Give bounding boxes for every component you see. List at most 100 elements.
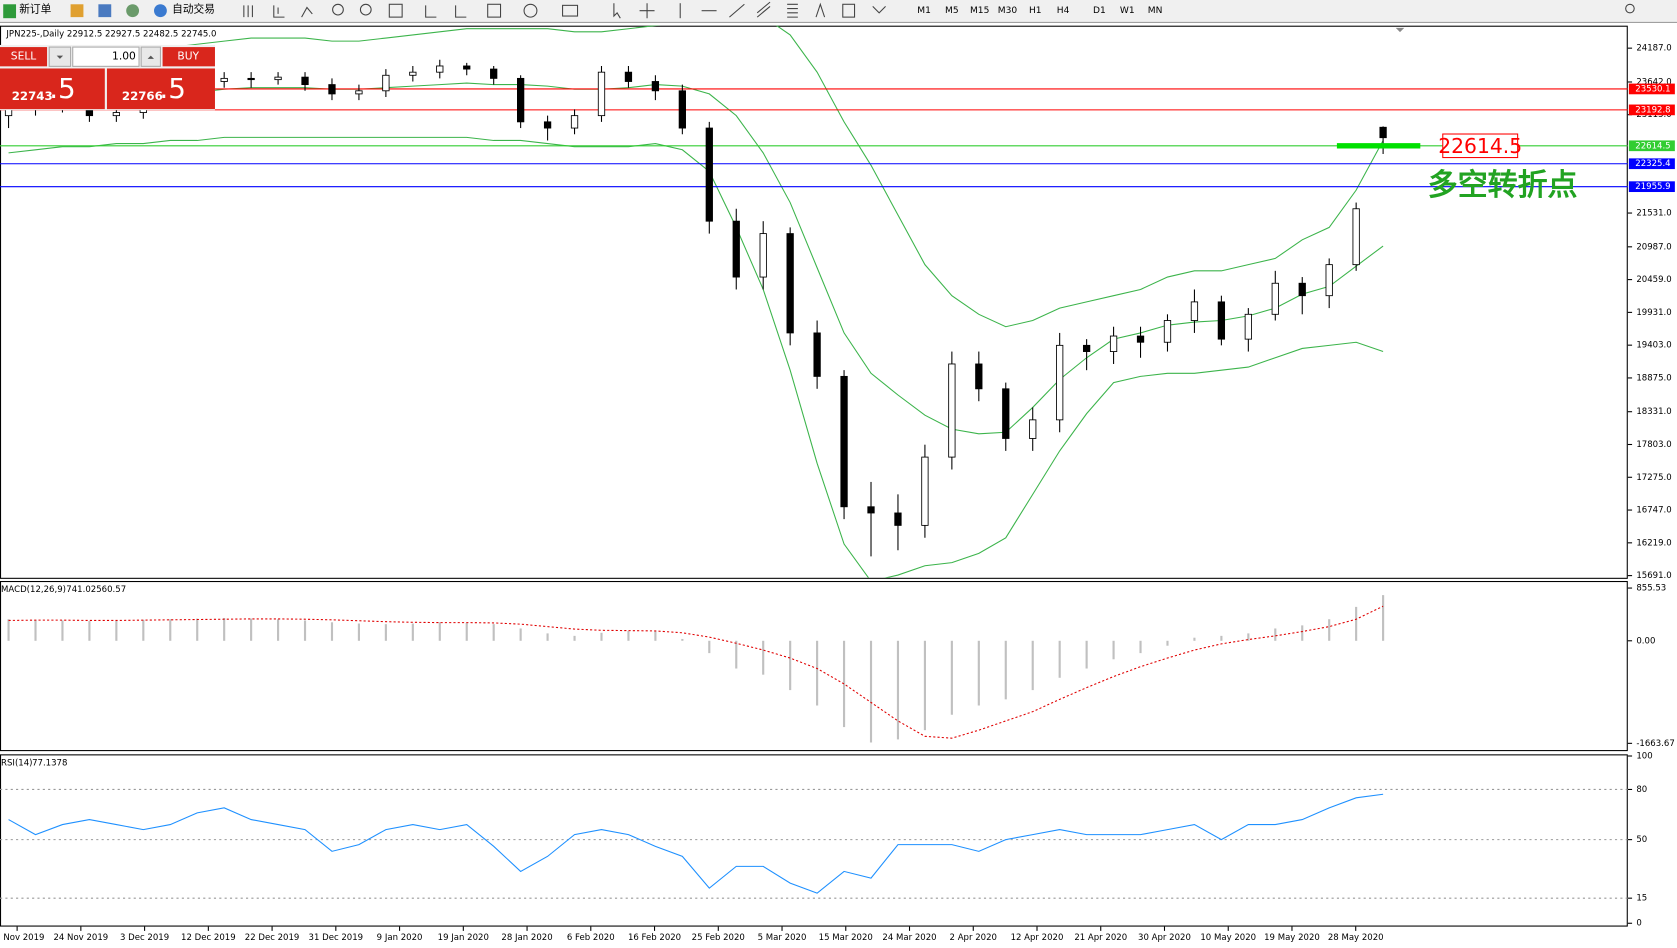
tool-icon[interactable] (243, 5, 253, 18)
sell-price: 22743 (12, 89, 53, 103)
macd-value: 741.02 (66, 585, 96, 595)
macd-bar (1193, 637, 1196, 641)
timeframe-button[interactable]: M30 (998, 6, 1018, 16)
buy-button[interactable] (162, 47, 215, 67)
macd-bar (896, 640, 900, 740)
tool-icon[interactable] (872, 6, 886, 14)
y-tick-label: 20987.0 (1636, 242, 1671, 252)
macd-bar (492, 624, 495, 641)
x-tick-label: 31 Dec 2019 (309, 933, 364, 943)
macd-bar (735, 640, 738, 669)
new-order-button[interactable]: 新订单 (3, 3, 52, 19)
toolbar-icon[interactable] (70, 4, 84, 18)
tool-icon[interactable] (729, 3, 745, 18)
macd-bar (573, 635, 576, 641)
candle-body (543, 121, 552, 129)
timeframe-button[interactable]: D1 (1093, 6, 1106, 16)
macd-bar (1058, 640, 1061, 678)
candle-body (1109, 335, 1118, 352)
auto-trading-button[interactable]: 自动交易 (154, 3, 215, 18)
macd-bar (61, 620, 64, 641)
candle-body (1056, 344, 1064, 421)
tool-icon[interactable] (301, 6, 313, 18)
y-tick-label: 21531.0 (1636, 209, 1671, 219)
sell-price-box[interactable] (0, 68, 105, 110)
annotation-price-box (1442, 133, 1519, 159)
candle-body (732, 220, 740, 278)
macd-bar (465, 622, 468, 641)
macd-bar (762, 640, 765, 675)
lots-input[interactable] (72, 46, 140, 67)
y-tick-label: 17275.0 (1636, 473, 1671, 483)
auto-trading-icon (154, 4, 167, 18)
x-tick-label: 28 May 2020 (1328, 933, 1384, 943)
tool-icon[interactable] (756, 1, 771, 18)
rsi-line (8, 793, 1384, 894)
x-tick-label: 21 Apr 2020 (1074, 933, 1127, 943)
toolbar-icon[interactable] (126, 4, 140, 18)
timeframe-button[interactable]: W1 (1120, 6, 1135, 16)
axes: 24187.023642.023115.021531.020987.020459… (0, 44, 1675, 943)
macd-bar (223, 617, 226, 641)
sell-label: SELL (11, 50, 36, 63)
y-tick-label: 80 (1636, 785, 1647, 795)
timeframe-button[interactable]: H4 (1057, 6, 1070, 16)
candle-body (355, 90, 363, 95)
sell-button[interactable] (0, 47, 48, 67)
candle-body (1352, 208, 1360, 266)
tool-icon[interactable] (842, 3, 856, 18)
timeframe-button[interactable]: M1 (917, 6, 931, 16)
tool-icon[interactable] (359, 3, 372, 16)
toolbar-tools (243, 1, 1635, 19)
y-tick-label: 24187.0 (1636, 44, 1671, 54)
timeframe-button[interactable]: M5 (945, 6, 959, 16)
x-tick-label: 28 Jan 2020 (501, 933, 552, 943)
level-label: 22614.5 (1635, 141, 1670, 151)
tool-icon[interactable] (639, 3, 655, 19)
timeframe-button[interactable]: MN (1148, 6, 1163, 16)
tool-icon[interactable] (523, 3, 538, 18)
macd-bar (708, 640, 711, 654)
timeframe-button[interactable]: H1 (1029, 6, 1042, 16)
tool-icon[interactable] (425, 5, 437, 18)
y-tick-label: 15691.0 (1636, 571, 1671, 581)
annotation-price: 22614.5 (1438, 134, 1522, 158)
buy-price-box[interactable] (106, 68, 215, 110)
buy-price-fraction: .5 (159, 72, 186, 105)
y-tick-label: 0 (1636, 919, 1641, 929)
tool-icon[interactable] (487, 3, 502, 18)
tool-icon[interactable] (273, 5, 285, 18)
tool-icon[interactable] (455, 5, 467, 18)
y-tick-label: 50 (1636, 835, 1647, 845)
tool-icon[interactable] (815, 2, 826, 18)
tool-icon[interactable] (787, 3, 798, 18)
macd-bar (950, 640, 953, 715)
macd-bar (1085, 640, 1088, 669)
toolbar-icon[interactable] (98, 4, 112, 18)
candle-body (517, 77, 525, 123)
x-tick-label: 19 May 2020 (1264, 933, 1320, 943)
search-icon[interactable] (1625, 3, 1635, 14)
y-tick-label: 15 (1636, 894, 1647, 904)
tool-icon[interactable] (562, 4, 579, 17)
y-tick-label: 17803.0 (1636, 440, 1671, 450)
tool-icon[interactable] (332, 3, 344, 16)
macd-bar (1112, 640, 1115, 660)
macd-bar (1382, 595, 1385, 641)
new-order-label: 新订单 (19, 3, 51, 16)
candle-body (1217, 301, 1226, 340)
tool-icon[interactable] (388, 3, 403, 18)
candle-body (1379, 126, 1387, 139)
candle-body (220, 77, 228, 82)
y-tick-label: 20459.0 (1636, 275, 1671, 285)
timeframe-button[interactable]: M15 (970, 6, 989, 16)
macd-bar (1166, 640, 1169, 646)
macd-bar (438, 622, 441, 641)
macd-bar (303, 620, 307, 641)
macd-bar (7, 619, 10, 641)
y-tick-label: 855.53 (1636, 584, 1666, 594)
macd-bar (627, 630, 630, 641)
toolbar (0, 0, 1677, 23)
tool-icon[interactable] (613, 3, 621, 19)
macd-bar (654, 631, 657, 641)
